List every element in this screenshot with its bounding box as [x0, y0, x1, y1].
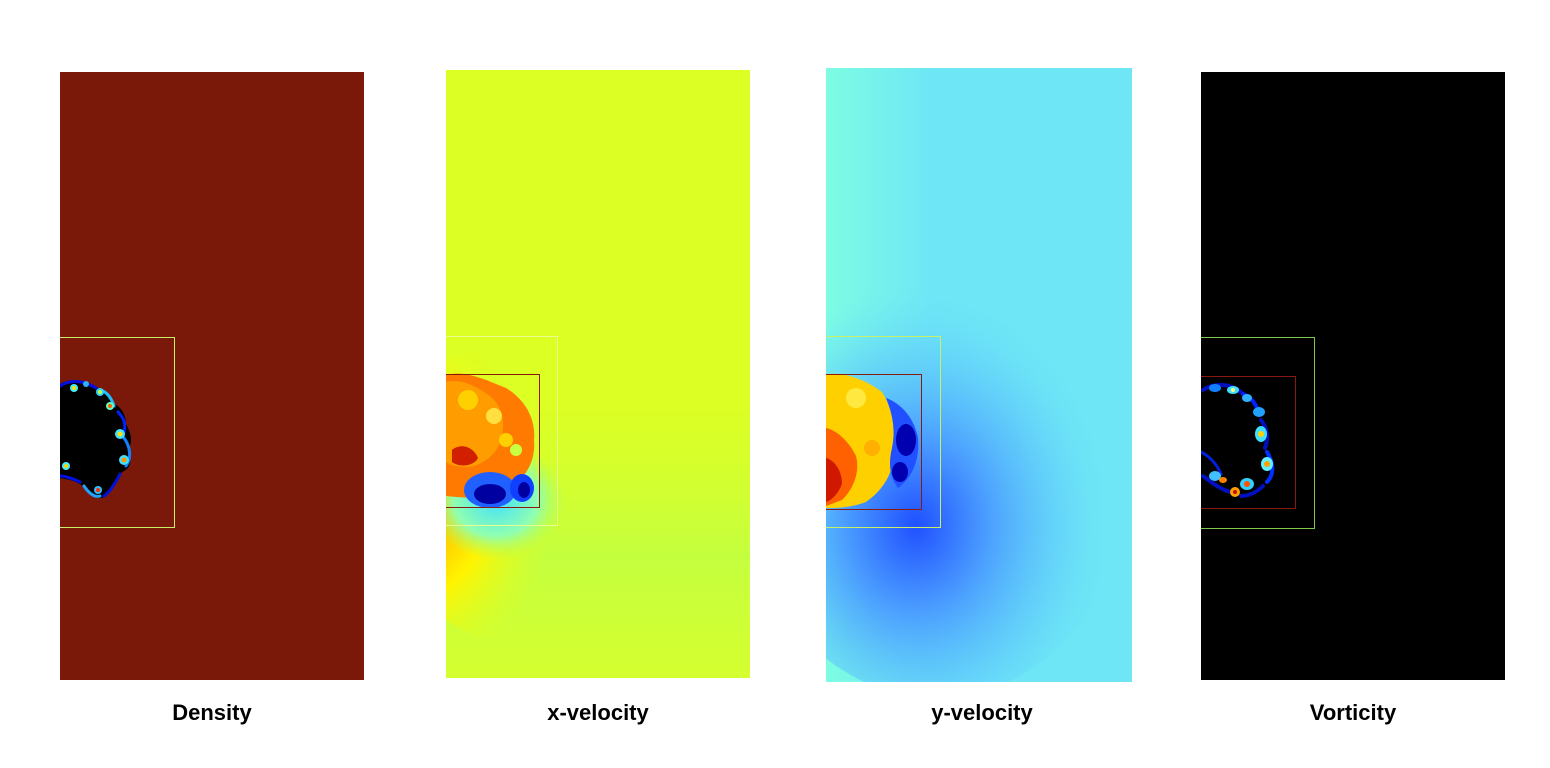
vorticity-plot [1201, 72, 1505, 680]
x-velocity-plot [446, 70, 750, 678]
inner-refinement-box [1201, 376, 1296, 509]
outer-refinement-box [1201, 337, 1315, 529]
outer-refinement-box [826, 336, 941, 528]
density-plot [60, 72, 364, 680]
outer-refinement-box [60, 337, 175, 528]
y-velocity-field-image [826, 68, 1132, 682]
density-field-image [60, 72, 364, 680]
density-caption: Density [172, 700, 252, 725]
y-velocity-caption: y-velocity [931, 700, 1033, 725]
x-velocity-caption: x-velocity [547, 700, 649, 725]
inner-refinement-box [826, 374, 922, 510]
inner-refinement-box [446, 374, 540, 508]
outer-refinement-box [446, 336, 558, 526]
y-velocity-plot [826, 68, 1132, 682]
vorticity-caption: Vorticity [1309, 700, 1397, 725]
